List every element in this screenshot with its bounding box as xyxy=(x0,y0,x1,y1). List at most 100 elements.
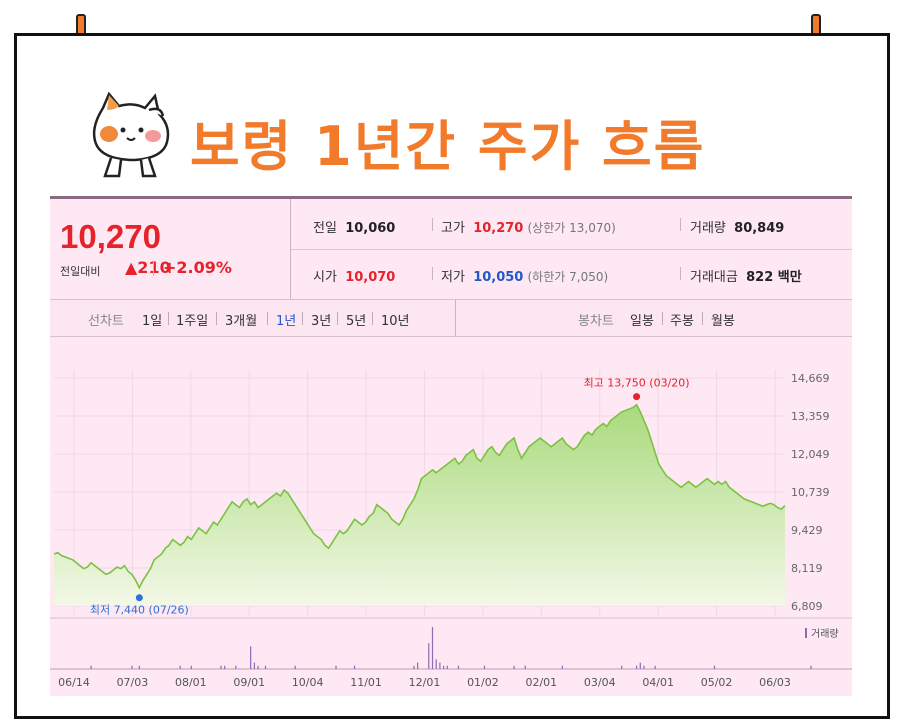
volume-bar xyxy=(810,665,812,669)
y-tick-label: 10,739 xyxy=(791,486,830,499)
volume-bar xyxy=(131,665,133,669)
y-tick-label: 13,359 xyxy=(791,410,830,423)
volume-bar xyxy=(413,665,415,669)
volume-bar xyxy=(639,662,641,669)
change-value: ▲210 xyxy=(125,258,171,277)
trading-amount: 거래대금 822 백만 xyxy=(690,266,802,285)
x-tick-label: 03/04 xyxy=(584,676,616,689)
volume-value: 80,849 xyxy=(734,221,785,236)
change-percent: +2.09% xyxy=(163,258,232,277)
change-label: 전일대비 xyxy=(60,265,101,278)
stats-row-divider xyxy=(291,249,852,250)
cat-mascot-icon xyxy=(92,91,170,178)
trading-amount-label: 거래대금 xyxy=(690,270,738,285)
tab-period-1y[interactable]: 1년 xyxy=(276,314,297,329)
volume-bar xyxy=(431,627,434,669)
volume-bar xyxy=(621,665,623,669)
panel-top-border xyxy=(50,196,852,199)
day-low-value: 10,050 xyxy=(473,270,524,285)
volume-bar xyxy=(220,665,222,669)
line-chart-label: 선차트 xyxy=(88,314,124,329)
current-price: 10,270 xyxy=(60,218,161,255)
y-tick-label: 8,119 xyxy=(791,562,823,575)
x-tick-label: 06/03 xyxy=(759,676,791,689)
open-price-value: 10,070 xyxy=(345,270,396,285)
y-tick-label: 14,669 xyxy=(791,372,830,385)
day-low-label: 저가 xyxy=(441,270,465,285)
volume-bar xyxy=(561,665,563,669)
volume-bar xyxy=(713,665,716,669)
stat-divider xyxy=(680,218,681,231)
volume-bar xyxy=(643,665,645,669)
x-tick-label: 09/01 xyxy=(233,676,265,689)
volume-bar xyxy=(443,665,445,669)
x-tick-label: 10/04 xyxy=(292,676,324,689)
candle-chart-label: 봉차트 xyxy=(578,314,614,329)
volume-bar xyxy=(224,665,226,669)
day-low: 저가 10,050 (하한가 7,050) xyxy=(441,266,608,285)
price-chart: 14,669 13,359 12,049 10,739 9,429 8,119 6,809 0… xyxy=(50,370,852,689)
volume-bar xyxy=(513,665,515,669)
low-marker xyxy=(135,594,143,602)
tab-period-10y[interactable]: 10년 xyxy=(381,314,410,329)
x-tick-label: 04/01 xyxy=(642,676,674,689)
volume-bar xyxy=(635,665,638,669)
y-tick-label: 12,049 xyxy=(791,448,830,461)
volume-bar xyxy=(138,665,140,669)
high-marker xyxy=(633,393,641,401)
volume: 거래량 80,849 xyxy=(690,217,784,236)
day-high-value: 10,270 xyxy=(473,221,524,236)
stat-divider xyxy=(680,267,681,280)
day-high: 고가 10,270 (상한가 13,070) xyxy=(441,217,616,236)
prev-close-label: 전일 xyxy=(313,221,337,236)
volume-bar xyxy=(428,643,430,669)
volume-bar xyxy=(446,665,448,669)
y-tick-label: 6,809 xyxy=(791,600,823,613)
stock-panel xyxy=(50,196,852,696)
volume-bar xyxy=(253,662,255,669)
stat-divider xyxy=(432,267,433,280)
tab-candle-monthly[interactable]: 월봉 xyxy=(711,314,735,329)
tab-period-1d[interactable]: 1일 xyxy=(142,314,163,329)
price-area xyxy=(54,404,785,606)
trading-amount-value: 822 백만 xyxy=(746,270,802,285)
volume-bar xyxy=(483,665,486,669)
x-tick-label: 06/14 xyxy=(58,676,90,689)
price-line xyxy=(53,403,786,590)
volume-bar xyxy=(179,665,181,669)
x-tick-label: 07/03 xyxy=(117,676,149,689)
high-annotation: 최고 13,750 (03/20) xyxy=(584,377,690,390)
y-tick-label: 9,429 xyxy=(791,524,823,537)
change-divider xyxy=(153,262,154,276)
lower-limit: (하한가 7,050) xyxy=(527,270,609,284)
volume-bar xyxy=(90,665,92,669)
volume-bar xyxy=(190,665,192,669)
tab-candle-weekly[interactable]: 주봉 xyxy=(670,314,694,329)
tab-period-3m[interactable]: 3개월 xyxy=(225,314,258,329)
volume-bar xyxy=(439,662,441,669)
low-annotation: 최저 7,440 (07/26) xyxy=(90,604,189,617)
open-price: 시가 10,070 xyxy=(313,266,395,285)
x-tick-label: 05/02 xyxy=(701,676,733,689)
prev-close: 전일 10,060 xyxy=(313,217,395,236)
day-high-label: 고가 xyxy=(441,221,465,236)
volume-bar xyxy=(435,659,437,669)
tab-period-3y[interactable]: 3년 xyxy=(311,314,332,329)
volume-bar xyxy=(353,665,356,669)
volume-bar xyxy=(294,665,296,669)
x-tick-label: 02/01 xyxy=(525,676,557,689)
x-tick-label: 12/01 xyxy=(409,676,441,689)
volume-bar xyxy=(417,662,419,669)
volume-bar xyxy=(264,665,267,669)
volume-bar xyxy=(335,665,337,669)
volume-bar xyxy=(235,665,237,669)
x-tick-label: 11/01 xyxy=(350,676,382,689)
volume-legend-label: 거래량 xyxy=(811,628,839,640)
tab-period-1w[interactable]: 1주일 xyxy=(176,314,209,329)
tab-period-5y[interactable]: 5년 xyxy=(346,314,367,329)
prev-close-value: 10,060 xyxy=(345,221,396,236)
stat-divider xyxy=(432,218,433,231)
chart-tab-bar: 선차트 1일 1주일 3개월 1년 3년 5년 10년 봉차트 일봉 주봉 월봉 xyxy=(50,299,852,337)
volume-bar xyxy=(257,665,259,669)
tab-candle-daily[interactable]: 일봉 xyxy=(630,314,654,329)
